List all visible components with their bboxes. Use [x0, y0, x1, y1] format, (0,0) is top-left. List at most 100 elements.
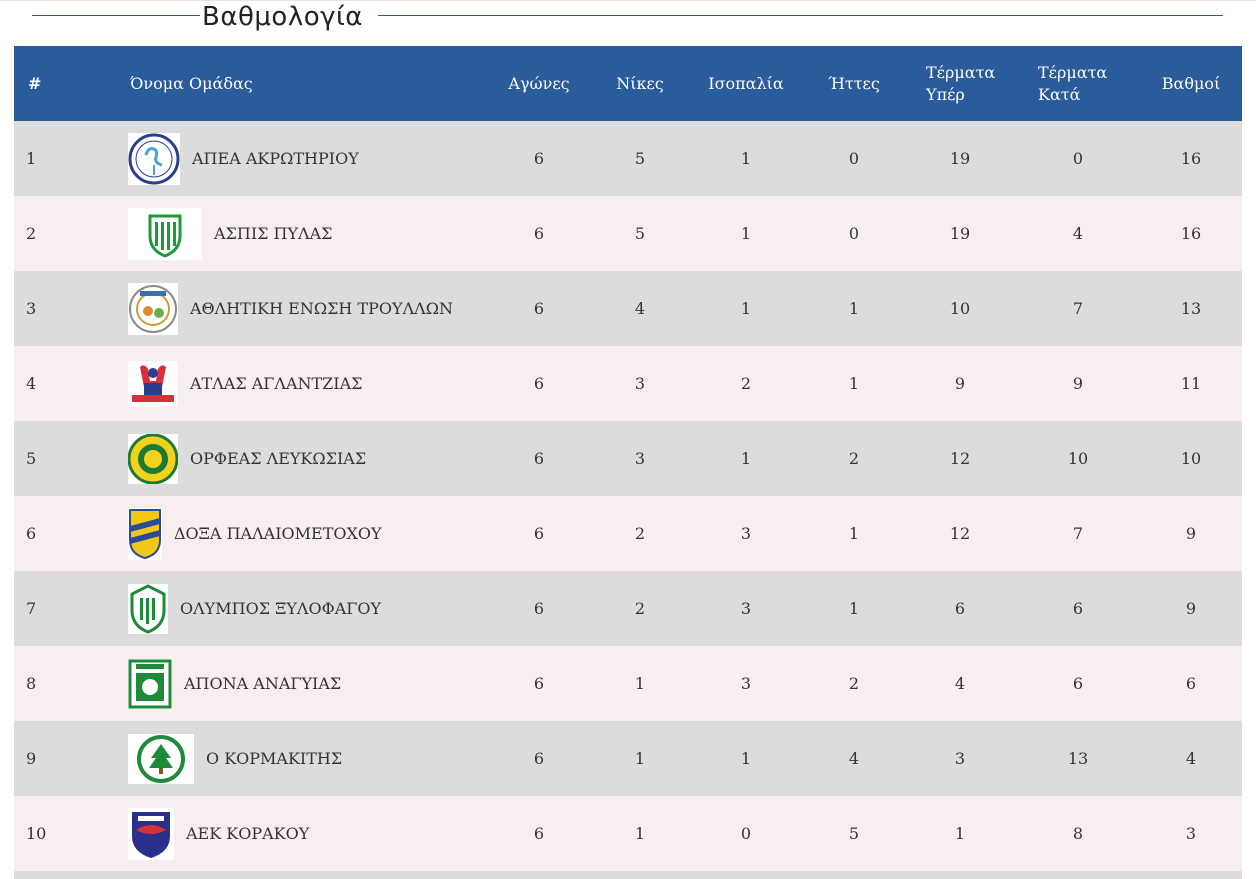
cell-wins: 1 — [634, 674, 646, 693]
cell-position: 10 — [26, 824, 47, 843]
team-info[interactable]: ΑΕΚ ΚΟΡΑΚΟΥ — [128, 807, 480, 860]
team-info[interactable]: Ο ΚΟΡΜΑΚΙΤΗΣ — [128, 733, 480, 784]
green-shield-crest-icon — [128, 207, 202, 260]
team-info[interactable]: ΑΤΛΑΣ ΑΓΛΑΝΤΖΙΑΣ — [128, 360, 480, 407]
yellow-green-round-crest-icon — [128, 433, 178, 484]
cell-wins: 3 — [634, 449, 646, 468]
standings-table: # Όνομα Ομάδας Αγώνες Νίκες Ισοπαλία Ήττ… — [14, 46, 1242, 871]
table-row[interactable]: 4 ΑΤΛΑΣ ΑΓΛΑΝΤΖΙΑΣ 6 3 2 1 9 9 11 — [14, 346, 1242, 421]
header-goals-against[interactable]: Τέρματα Κατά — [1016, 46, 1140, 121]
green-square-crest-icon — [128, 658, 172, 709]
cell-goals-against: 10 — [1067, 449, 1089, 468]
cell-goals-for: 19 — [949, 149, 971, 168]
team-info[interactable]: ΑΠΕΑ ΑΚΡΩΤΗΡΙΟΥ — [128, 132, 480, 185]
cell-goals-for: 19 — [949, 224, 971, 243]
cell-goals-for: 4 — [954, 674, 966, 693]
team-name[interactable]: ΑΣΠΙΣ ΠΥΛΑΣ — [214, 224, 333, 243]
green-striped-shield-crest-icon — [128, 583, 168, 634]
top-border — [0, 0, 1256, 5]
table-row[interactable]: 3 ΑΘΛΗΤΙΚΗ ΕΝΩΣΗ ΤΡΟΥΛΛΩΝ 6 4 1 1 10 7 13 — [14, 271, 1242, 346]
table-row[interactable]: 6 ΔΟΞΑ ΠΑΛΑΙΟΜΕΤΟΧΟΥ 6 2 3 1 12 7 9 — [14, 496, 1242, 571]
yellow-blue-shield-crest-icon — [128, 507, 162, 560]
header-wins[interactable]: Νίκες — [616, 73, 664, 93]
table-row[interactable]: 2 ΑΣΠΙΣ ΠΥΛΑΣ 6 5 1 0 19 4 16 — [14, 196, 1242, 271]
cell-position: 9 — [26, 749, 37, 768]
team-name[interactable]: Ο ΚΟΡΜΑΚΙΤΗΣ — [206, 749, 343, 768]
cell-wins: 4 — [634, 299, 646, 318]
cell-losses: 1 — [848, 374, 860, 393]
cell-points: 9 — [1185, 599, 1197, 618]
table-row[interactable]: 1 ΑΠΕΑ ΑΚΡΩΤΗΡΙΟΥ 6 5 1 0 19 0 16 — [14, 121, 1242, 196]
cell-points: 3 — [1185, 824, 1197, 843]
cell-goals-against: 0 — [1072, 149, 1084, 168]
cell-points: 9 — [1185, 524, 1197, 543]
cell-team: ΑΤΛΑΣ ΑΓΛΑΝΤΖΙΑΣ — [66, 346, 486, 421]
team-name[interactable]: ΑΠΕΑ ΑΚΡΩΤΗΡΙΟΥ — [192, 149, 359, 168]
cell-wins: 1 — [634, 824, 646, 843]
cell-played: 6 — [533, 449, 545, 468]
header-goals-against-line1: Τέρματα — [1038, 62, 1108, 82]
header-played[interactable]: Αγώνες — [508, 73, 570, 93]
cell-draws: 0 — [740, 824, 752, 843]
cell-team: ΑΣΠΙΣ ΠΥΛΑΣ — [66, 196, 486, 271]
table-row[interactable]: 9 Ο ΚΟΡΜΑΚΙΤΗΣ 6 1 1 4 3 13 4 — [14, 721, 1242, 796]
cell-wins: 5 — [634, 224, 646, 243]
cell-goals-for: 10 — [949, 299, 971, 318]
team-name[interactable]: ΟΡΦΕΑΣ ΛΕΥΚΩΣΙΑΣ — [190, 449, 367, 468]
round-crest-icon — [128, 282, 178, 335]
cell-draws: 3 — [740, 674, 752, 693]
cell-points: 10 — [1180, 449, 1202, 468]
table-row[interactable]: 5 ΟΡΦΕΑΣ ΛΕΥΚΩΣΙΑΣ 6 3 1 2 12 10 10 — [14, 421, 1242, 496]
cell-position: 8 — [26, 674, 37, 693]
cell-played: 6 — [533, 599, 545, 618]
blue-red-shield-crest-icon — [128, 807, 174, 860]
team-info[interactable]: ΟΡΦΕΑΣ ΛΕΥΚΩΣΙΑΣ — [128, 433, 480, 484]
header-goals-for-line1: Τέρματα — [926, 62, 996, 82]
cell-losses: 1 — [848, 299, 860, 318]
cell-losses: 5 — [848, 824, 860, 843]
cell-played: 6 — [533, 224, 545, 243]
header-position[interactable]: # — [28, 73, 42, 93]
table-row[interactable]: 7 ΟΛΥΜΠΟΣ ΞΥΛΟΦΑΓΟΥ 6 2 3 1 6 6 9 — [14, 571, 1242, 646]
table-row[interactable]: 8 ΑΠΟΝΑ ΑΝΑΓΥΙΑΣ 6 1 3 2 4 6 6 — [14, 646, 1242, 721]
cell-wins: 1 — [634, 749, 646, 768]
header-goals-for[interactable]: Τέρματα Υπέρ — [904, 46, 1016, 121]
team-name[interactable]: ΟΛΥΜΠΟΣ ΞΥΛΟΦΑΓΟΥ — [180, 599, 382, 618]
atlas-figure-crest-icon — [128, 360, 178, 407]
team-info[interactable]: ΑΠΟΝΑ ΑΝΑΓΥΙΑΣ — [128, 658, 480, 709]
cell-goals-against: 7 — [1072, 299, 1084, 318]
cell-wins: 2 — [634, 599, 646, 618]
team-name[interactable]: ΑΠΟΝΑ ΑΝΑΓΥΙΑΣ — [184, 674, 342, 693]
cell-losses: 2 — [848, 674, 860, 693]
cell-goals-against: 6 — [1072, 599, 1084, 618]
team-info[interactable]: ΟΛΥΜΠΟΣ ΞΥΛΟΦΑΓΟΥ — [128, 583, 480, 634]
team-info[interactable]: ΑΘΛΗΤΙΚΗ ΕΝΩΣΗ ΤΡΟΥΛΛΩΝ — [128, 282, 480, 335]
header-losses[interactable]: Ήττες — [828, 73, 880, 93]
header-points[interactable]: Βαθμοί — [1161, 73, 1221, 93]
header-draws[interactable]: Ισοπαλία — [708, 73, 784, 93]
cell-wins: 5 — [634, 149, 646, 168]
cell-goals-against: 9 — [1072, 374, 1084, 393]
cell-goals-against: 7 — [1072, 524, 1084, 543]
cell-draws: 1 — [740, 299, 752, 318]
page-title: Βαθμολογία — [202, 2, 363, 32]
next-row-strip — [14, 871, 1242, 879]
cell-played: 6 — [533, 374, 545, 393]
team-info[interactable]: ΑΣΠΙΣ ΠΥΛΑΣ — [128, 207, 480, 260]
cell-played: 6 — [533, 824, 545, 843]
cell-goals-for: 3 — [954, 749, 966, 768]
cell-position: 6 — [26, 524, 37, 543]
cell-team: ΔΟΞΑ ΠΑΛΑΙΟΜΕΤΟΧΟΥ — [66, 496, 486, 571]
team-name[interactable]: ΑΤΛΑΣ ΑΓΛΑΝΤΖΙΑΣ — [190, 374, 363, 393]
cell-goals-for: 1 — [954, 824, 966, 843]
table-row[interactable]: 10 ΑΕΚ ΚΟΡΑΚΟΥ 6 1 0 5 1 8 3 — [14, 796, 1242, 871]
team-name[interactable]: ΑΘΛΗΤΙΚΗ ΕΝΩΣΗ ΤΡΟΥΛΛΩΝ — [190, 299, 453, 318]
header-team-name[interactable]: Όνομα Ομάδας — [130, 73, 253, 93]
team-name[interactable]: ΑΕΚ ΚΟΡΑΚΟΥ — [186, 824, 310, 843]
team-name[interactable]: ΔΟΞΑ ΠΑΛΑΙΟΜΕΤΟΧΟΥ — [174, 524, 382, 543]
cell-position: 2 — [26, 224, 37, 243]
cell-draws: 3 — [740, 524, 752, 543]
header-goals-for-line2: Υπέρ — [926, 84, 965, 104]
team-info[interactable]: ΔΟΞΑ ΠΑΛΑΙΟΜΕΤΟΧΟΥ — [128, 507, 480, 560]
cell-played: 6 — [533, 524, 545, 543]
